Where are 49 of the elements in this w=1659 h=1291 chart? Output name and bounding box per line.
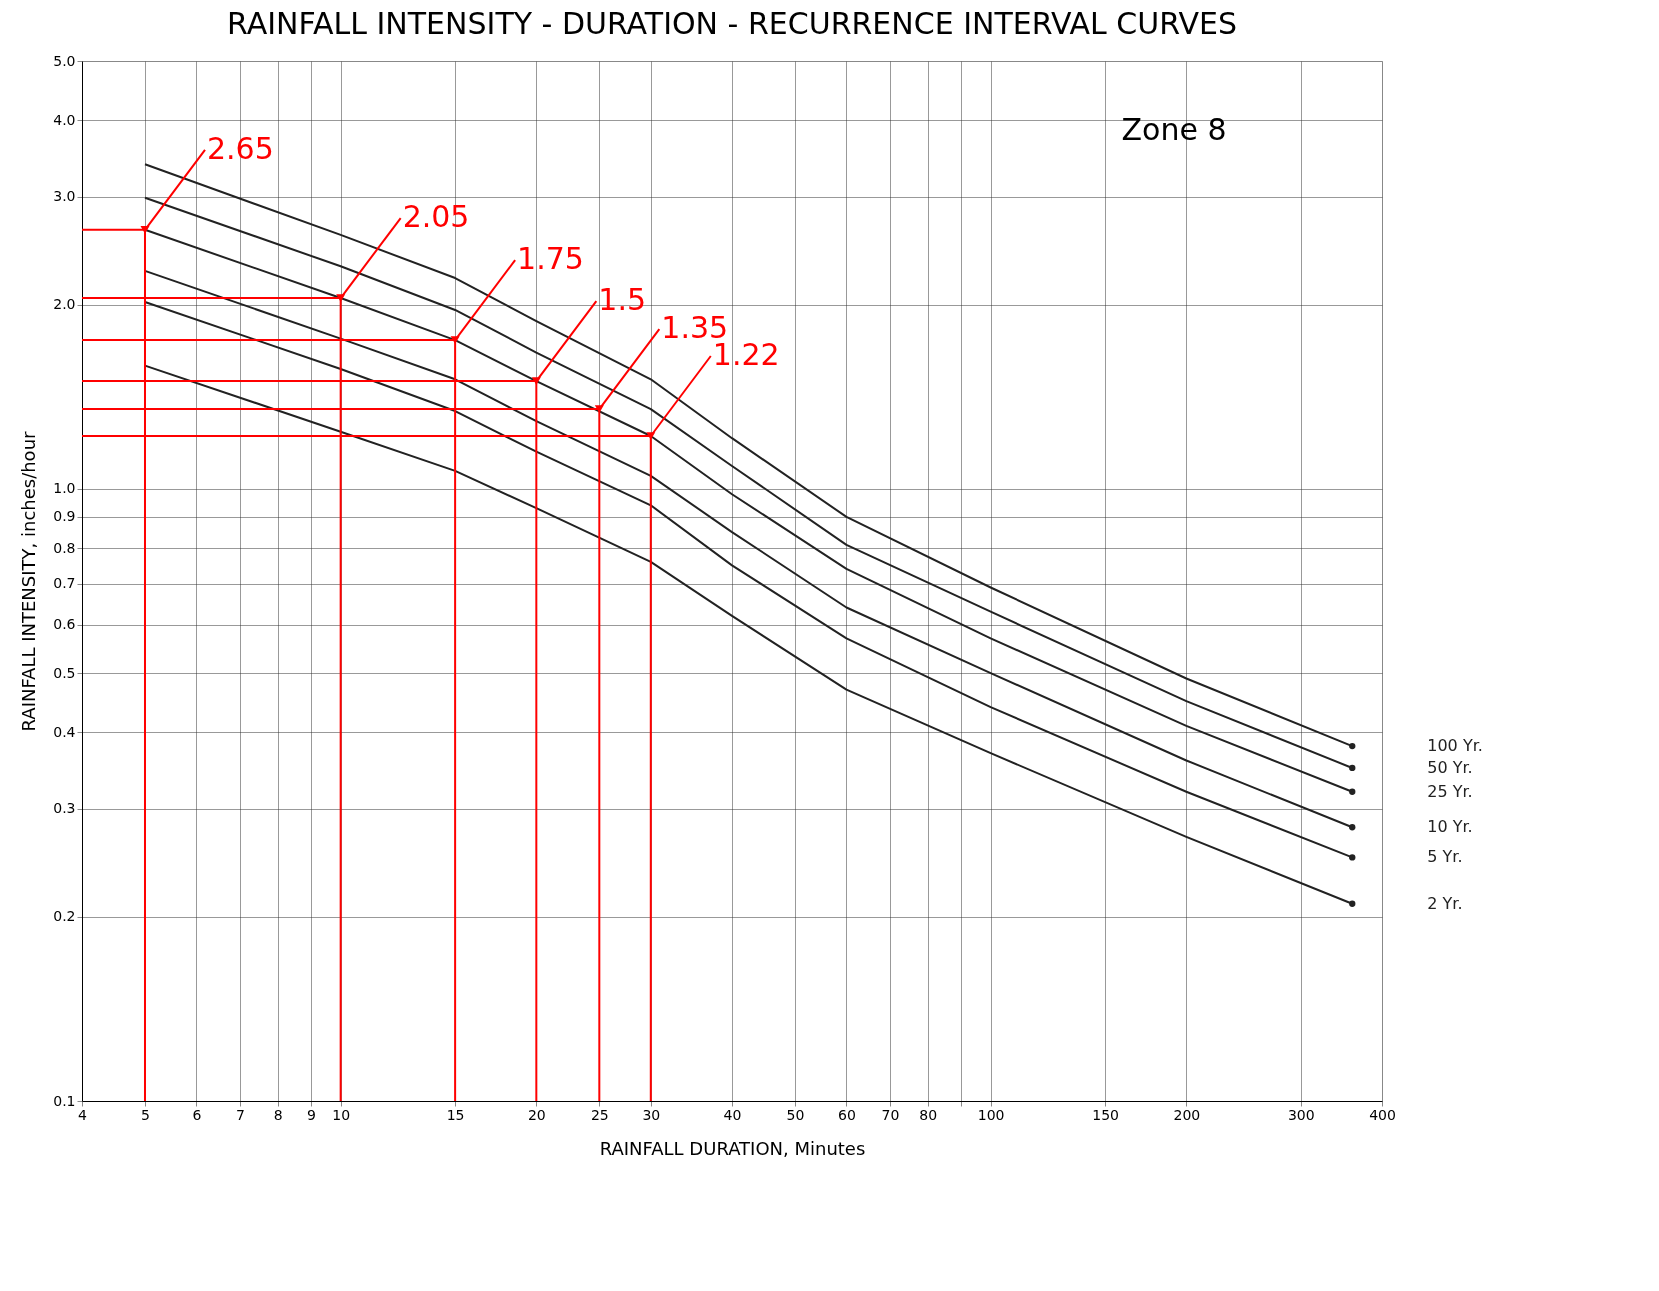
x-tick-label: 10 [332, 1106, 351, 1123]
y-tick-label: 0.1 [53, 1092, 76, 1109]
x-tick-label: 4 [78, 1106, 88, 1123]
x-tick-label: 80 [919, 1106, 938, 1123]
y-tick-label: 0.9 [53, 508, 76, 525]
x-tick-label: 70 [881, 1106, 900, 1123]
y-tick-label: 0.8 [53, 539, 76, 556]
y-tick-label: 5.0 [53, 52, 76, 69]
y-tick-label: 0.7 [53, 575, 76, 592]
y-tick-label: 1.0 [53, 480, 76, 497]
annotation: Zone 8 [1121, 112, 1227, 147]
annotation: 1.75 [517, 241, 584, 277]
y-tick-label: 2.0 [53, 296, 76, 313]
text: 2 Yr. [1427, 893, 1463, 913]
x-tick-label: 20 [527, 1106, 546, 1123]
x-tick-label: 150 [1092, 1106, 1119, 1123]
text: 5 Yr. [1427, 847, 1463, 867]
y-tick-label: 0.3 [53, 800, 76, 817]
x-tick-label: 30 [642, 1106, 661, 1123]
x-tick-label: 100 [977, 1106, 1005, 1123]
text: 50 Yr. [1427, 757, 1473, 777]
x-tick-label: 200 [1173, 1106, 1201, 1123]
y-axis-title: RAINFALL INTENSITY, inches/hour [18, 430, 40, 732]
x-tick-label: 8 [273, 1106, 283, 1123]
text: 25 Yr. [1427, 781, 1473, 801]
annotation: 2.65 [206, 130, 274, 166]
x-tick-label: 50 [786, 1106, 805, 1123]
x-tick-label: 7 [236, 1106, 245, 1123]
x-tick-label: 15 [446, 1106, 465, 1123]
y-tick-label: 4.0 [53, 111, 76, 128]
annotation: 2.05 [402, 199, 470, 235]
x-tick-label: 60 [838, 1106, 856, 1123]
x-axis-title: RAINFALL DURATION, Minutes [599, 1137, 866, 1159]
x-tick-label: 300 [1287, 1106, 1315, 1123]
x-tick-label: 5 [141, 1106, 150, 1123]
annotation: 1.5 [598, 282, 647, 318]
x-tick-label: 6 [192, 1106, 202, 1123]
y-tick-label: 0.2 [53, 908, 76, 925]
x-tick-label: 40 [723, 1106, 742, 1123]
text: 10 Yr. [1427, 817, 1473, 837]
chart-title: RAINFALL INTENSITY - DURATION - RECURRENCE INTERVAL CURVES [227, 6, 1237, 41]
y-tick-label: 3.0 [53, 188, 76, 205]
y-tick-label: 0.6 [53, 616, 76, 633]
x-tick-label: 9 [306, 1106, 316, 1123]
x-tick-label: 25 [590, 1106, 609, 1123]
y-tick-label: 0.4 [53, 723, 76, 740]
x-tick-label: 400 [1369, 1106, 1396, 1123]
y-tick-label: 0.5 [53, 664, 76, 681]
text: 100 Yr. [1427, 736, 1483, 756]
